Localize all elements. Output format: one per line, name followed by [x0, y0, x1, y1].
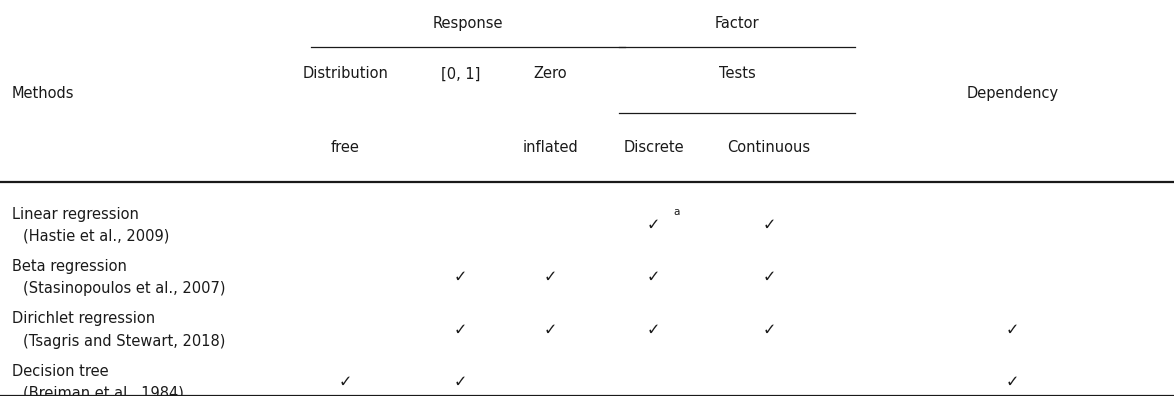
Text: ✓: ✓ [1006, 322, 1019, 337]
Text: Methods: Methods [12, 86, 74, 101]
Text: Distribution: Distribution [303, 66, 389, 81]
Text: ✓: ✓ [544, 270, 556, 285]
Text: Discrete: Discrete [623, 140, 684, 155]
Text: ✓: ✓ [762, 270, 776, 285]
Text: (Tsagris and Stewart, 2018): (Tsagris and Stewart, 2018) [23, 333, 225, 348]
Text: ✓: ✓ [454, 375, 467, 390]
Text: inflated: inflated [522, 140, 578, 155]
Text: Beta regression: Beta regression [12, 259, 127, 274]
Text: (Hastie et al., 2009): (Hastie et al., 2009) [23, 229, 169, 244]
Text: Tests: Tests [718, 66, 756, 81]
Text: (Stasinopoulos et al., 2007): (Stasinopoulos et al., 2007) [23, 281, 225, 296]
Text: Factor: Factor [715, 15, 760, 30]
Text: Zero: Zero [533, 66, 567, 81]
Text: ✓: ✓ [1006, 375, 1019, 390]
Text: ✓: ✓ [647, 270, 661, 285]
Text: ✓: ✓ [339, 375, 352, 390]
Text: Continuous: Continuous [727, 140, 810, 155]
Text: Dirichlet regression: Dirichlet regression [12, 311, 155, 326]
Text: (Breiman et al., 1984): (Breiman et al., 1984) [23, 386, 184, 396]
Text: ✓: ✓ [454, 270, 467, 285]
Text: [0, 1]: [0, 1] [440, 66, 480, 81]
Text: ✓: ✓ [544, 322, 556, 337]
Text: ✓: ✓ [647, 218, 661, 233]
Text: Linear regression: Linear regression [12, 207, 139, 222]
Text: ✓: ✓ [762, 322, 776, 337]
Text: ✓: ✓ [762, 218, 776, 233]
Text: ✓: ✓ [647, 322, 661, 337]
Text: free: free [331, 140, 359, 155]
Text: Decision tree: Decision tree [12, 364, 108, 379]
Text: a: a [674, 207, 680, 217]
Text: Response: Response [433, 15, 504, 30]
Text: ✓: ✓ [454, 322, 467, 337]
Text: Dependency: Dependency [966, 86, 1059, 101]
